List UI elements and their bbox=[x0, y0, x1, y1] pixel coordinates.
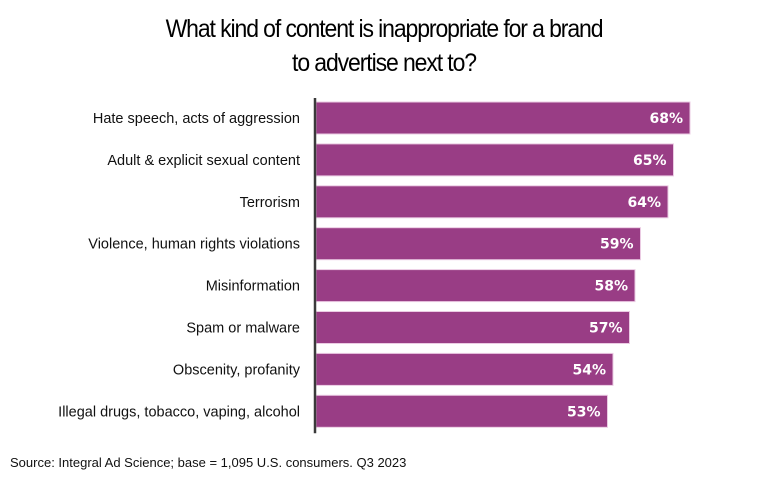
category-label: Spam or malware bbox=[186, 321, 300, 337]
bar bbox=[315, 185, 669, 219]
category-label: Violence, human rights violations bbox=[88, 237, 300, 253]
category-label: Adult & explicit sexual content bbox=[107, 153, 300, 169]
value-label: 65% bbox=[633, 153, 667, 169]
bar bbox=[315, 311, 630, 344]
value-label: 53% bbox=[567, 404, 601, 420]
bar bbox=[315, 101, 691, 135]
category-label: Terrorism bbox=[240, 195, 300, 211]
chart-title-line-2: to advertise next to? bbox=[292, 49, 477, 77]
value-label: 68% bbox=[649, 111, 683, 127]
category-label: Misinformation bbox=[206, 279, 300, 295]
chart-title-line-1: What kind of content is inappropriate fo… bbox=[165, 15, 604, 43]
bar bbox=[315, 269, 636, 303]
value-label: 64% bbox=[627, 195, 661, 211]
bar bbox=[315, 394, 608, 428]
value-label: 54% bbox=[572, 362, 606, 378]
bars-layer bbox=[315, 101, 691, 428]
bar bbox=[315, 227, 641, 261]
source-note: Source: Integral Ad Science; base = 1,09… bbox=[10, 455, 407, 470]
bar bbox=[315, 352, 614, 386]
category-labels: Hate speech, acts of aggression Adult & e… bbox=[58, 111, 301, 420]
category-label: Hate speech, acts of aggression bbox=[93, 111, 300, 127]
category-label: Obscenity, profanity bbox=[173, 362, 301, 378]
value-label: 57% bbox=[589, 321, 623, 337]
category-label: Illegal drugs, tobacco, vaping, alcohol bbox=[58, 404, 300, 420]
bar bbox=[315, 143, 674, 177]
value-label: 59% bbox=[600, 237, 634, 253]
chart-title: What kind of content is inappropriate fo… bbox=[31, 12, 738, 80]
value-label: 58% bbox=[594, 279, 628, 295]
value-labels: 68% 65% 64% 59% 58% 57% 54% 53% bbox=[567, 111, 683, 420]
